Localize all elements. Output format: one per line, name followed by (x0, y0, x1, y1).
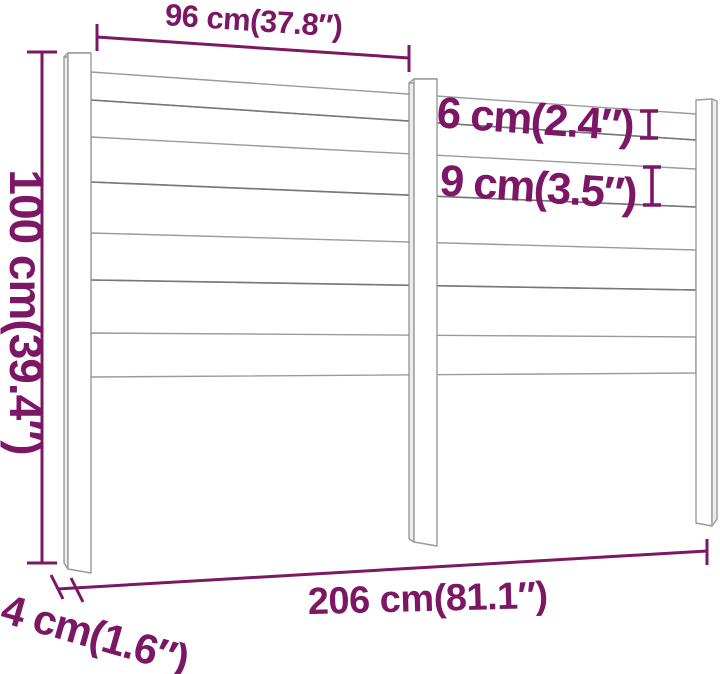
label-depth: 4 cm(1.6″) (0, 585, 194, 674)
label-top-width: 96 cm(37.8″) (164, 0, 344, 44)
dimension-slanted-tick (69, 577, 85, 603)
plank-shadow-lines (90, 99, 697, 291)
post-middle (408, 78, 438, 547)
post-left-front-face (67, 52, 92, 574)
plank-shadow-line (90, 279, 697, 291)
headboard-drawing (63, 52, 718, 574)
dimension-height (27, 50, 57, 565)
post-middle-front-face (413, 78, 438, 547)
dimension-lines (27, 24, 709, 603)
plank-shadow-line (90, 99, 697, 141)
dimension-total-width (49, 539, 709, 603)
plank-bottom (90, 332, 697, 378)
post-left (63, 52, 92, 574)
label-top-plank: 6 cm(2.4″) (435, 88, 635, 151)
dimension-slanted-tick (49, 574, 65, 600)
label-total-width: 206 cm(81.1″) (307, 575, 548, 623)
dimension-top-plank (640, 109, 658, 140)
dimension-line (96, 35, 410, 60)
post-right (695, 98, 718, 527)
dimension-line (56, 549, 708, 591)
plank-shadow-line (90, 181, 697, 208)
dimension-top-width (95, 24, 411, 72)
post-right-front-face (695, 98, 713, 527)
dimension-lower-plank (643, 165, 661, 207)
post-right-side-face (711, 98, 718, 527)
post-middle-side-face (408, 78, 415, 543)
label-height: 100 cm(39.4″) (0, 169, 52, 454)
